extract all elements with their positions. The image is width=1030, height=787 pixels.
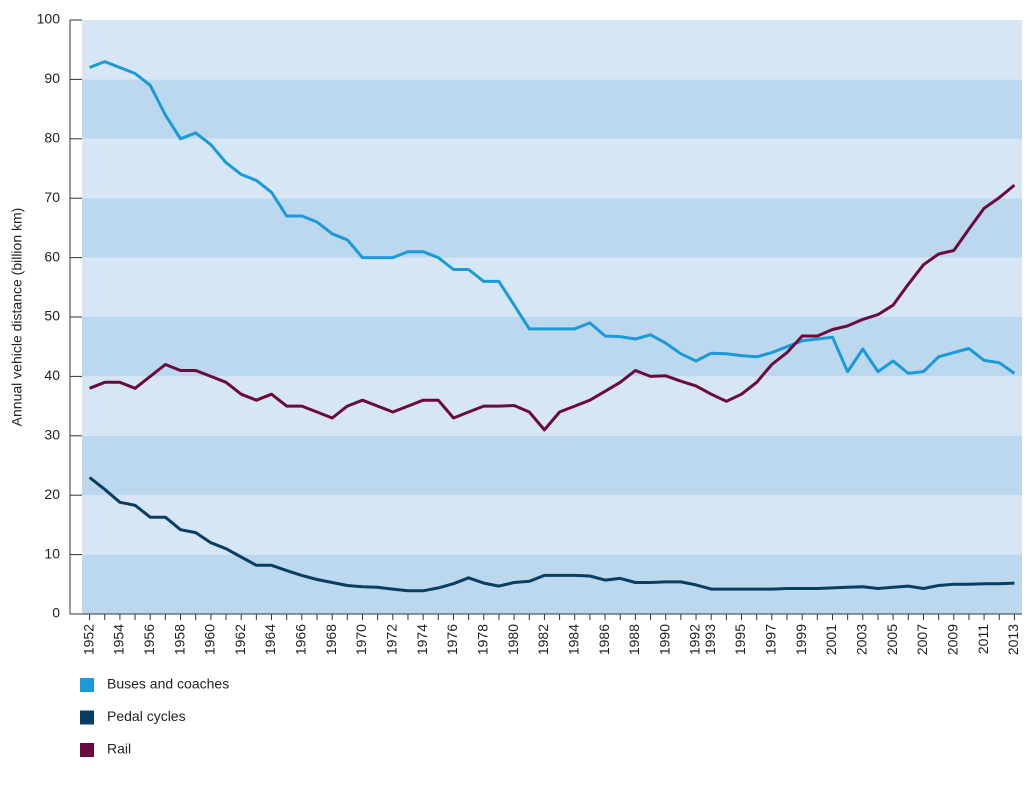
series-line <box>89 183 1016 432</box>
legend-label: Buses and coaches <box>107 676 229 692</box>
x-tick-label: 1993 <box>702 624 718 655</box>
x-tick-label: 1966 <box>293 624 309 655</box>
x-tick-label: 1990 <box>656 624 672 655</box>
series-line <box>89 60 1016 375</box>
x-tick-label: 2001 <box>823 624 839 655</box>
x-tick-label: 2013 <box>1005 624 1021 655</box>
grid-band <box>82 435 1022 496</box>
x-tick-label: 1958 <box>171 624 187 655</box>
grid-band <box>82 198 1022 258</box>
grid-band <box>82 20 1022 80</box>
x-tick-label: 2003 <box>854 624 870 655</box>
x-tick-label: 1972 <box>384 624 400 655</box>
x-tick-label: 2009 <box>944 624 960 655</box>
x-tick-label: 1978 <box>474 624 490 655</box>
y-tick-label: 70 <box>44 189 60 205</box>
x-tick-label: 1986 <box>596 624 612 655</box>
grid-band <box>82 317 1022 377</box>
grid-band <box>82 376 1022 436</box>
y-tick-label: 100 <box>37 11 61 27</box>
y-tick-label: 30 <box>44 427 60 443</box>
y-tick-label: 40 <box>44 367 60 383</box>
x-tick-label: 1992 <box>687 624 703 655</box>
y-tick-label: 90 <box>44 70 60 86</box>
y-tick-label: 10 <box>44 545 60 561</box>
x-tick-label: 2005 <box>884 624 900 655</box>
x-tick-label: 1968 <box>323 624 339 655</box>
x-tick-label: 1964 <box>262 624 278 655</box>
x-tick-label: 1970 <box>353 624 369 655</box>
x-tick-label: 1954 <box>111 624 127 655</box>
x-tick-label: 1980 <box>505 624 521 655</box>
grid-band <box>82 79 1022 139</box>
x-tick-label: 1952 <box>80 624 96 655</box>
y-axis-label: Annual vehicle distance (billion km) <box>9 208 25 427</box>
legend-swatch <box>80 743 94 757</box>
legend-label: Pedal cycles <box>107 708 186 724</box>
grid-band <box>82 257 1022 317</box>
x-tick-label: 2007 <box>914 624 930 655</box>
x-tick-label: 1988 <box>626 624 642 655</box>
grid-band <box>82 554 1022 614</box>
x-tick-label: 1962 <box>232 624 248 655</box>
y-tick-label: 20 <box>44 486 60 502</box>
y-tick-label: 0 <box>52 605 60 621</box>
x-tick-label: 1976 <box>444 624 460 655</box>
y-tick-label: 80 <box>44 130 60 146</box>
x-tick-label: 1995 <box>732 624 748 655</box>
legend-label: Rail <box>107 741 131 757</box>
y-tick-label: 50 <box>44 308 60 324</box>
grid-band <box>82 138 1022 199</box>
legend-swatch <box>80 710 94 725</box>
x-tick-label: 1974 <box>414 624 430 655</box>
x-tick-label: 1984 <box>565 624 581 655</box>
x-tick-label: 1999 <box>793 624 809 655</box>
series-line <box>88 476 1015 593</box>
y-tick-label: 60 <box>44 248 60 264</box>
x-tick-label: 1960 <box>202 624 218 655</box>
x-tick-label: 2011 <box>975 624 991 654</box>
x-tick-label: 1997 <box>763 624 779 655</box>
x-tick-label: 1956 <box>141 624 157 655</box>
grid-band <box>82 495 1022 555</box>
legend-swatch <box>80 678 94 692</box>
x-tick-label: 1982 <box>535 624 551 655</box>
